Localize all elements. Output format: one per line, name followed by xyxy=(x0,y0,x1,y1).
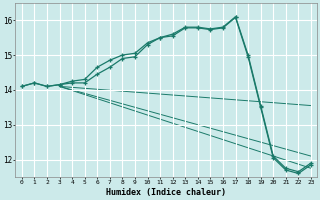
X-axis label: Humidex (Indice chaleur): Humidex (Indice chaleur) xyxy=(106,188,226,197)
